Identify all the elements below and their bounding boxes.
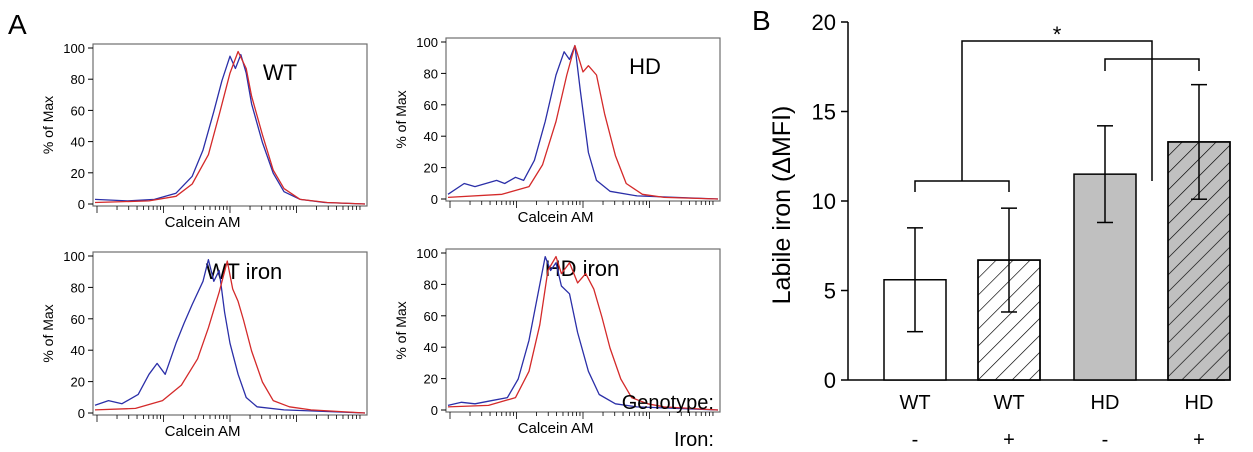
histogram-3: 0 20 40 60 80 100 Calcein AM % of Max WT iron [40, 249, 368, 440]
histogram-y-label: % of Max [40, 304, 56, 362]
y-tick-label: 100 [416, 246, 438, 261]
y-tick-label: 80 [71, 72, 85, 87]
histogram-border [445, 37, 721, 202]
histogram-y-label: % of Max [393, 90, 409, 148]
genotype-label: HD [1185, 392, 1214, 414]
y-tick-label: 60 [424, 309, 438, 324]
histogram-y-label: % of Max [40, 96, 56, 154]
histogram-x-label: Calcein AM [518, 420, 594, 437]
histogram-y-label: % of Max [393, 301, 409, 359]
histogram-blue-trace [94, 53, 366, 205]
histogram-x-label: Calcein AM [518, 209, 594, 226]
histogram-red-trace [447, 44, 719, 200]
histogram-blue-trace [447, 255, 719, 411]
bar-y-tick-label: 10 [812, 189, 836, 214]
bar-y-tick-label: 5 [824, 279, 836, 304]
genotype-label: WT [899, 392, 930, 414]
y-tick-label: 20 [71, 166, 85, 181]
histogram-blue-trace [447, 44, 719, 200]
panel-b-label: B [752, 5, 771, 36]
histogram-red-trace [94, 260, 366, 414]
iron-label: + [1003, 429, 1015, 451]
y-tick-label: 40 [424, 129, 438, 144]
histogram-2: 0 20 40 60 80 100 Calcein AM % of Max HD [393, 35, 721, 226]
histogram-1: 0 20 40 60 80 100 Calcein AM % of Max WT [40, 41, 368, 231]
iron-label: + [1193, 429, 1205, 451]
y-tick-label: 80 [424, 277, 438, 292]
y-tick-label: 80 [71, 280, 85, 295]
y-tick-label: 100 [63, 41, 85, 56]
y-tick-label: 40 [71, 343, 85, 358]
wt-bracket [914, 180, 1010, 192]
bar-chart: Labile iron (ΔMFI) Genotype: Iron: * 0 5 1… [622, 10, 1231, 451]
y-tick-label: 40 [424, 340, 438, 355]
histogram-blue-trace [94, 258, 366, 414]
y-tick-label: 60 [424, 98, 438, 113]
bar-y-tick-label: 0 [824, 368, 836, 393]
bar-y-tick-label: 15 [812, 100, 836, 125]
genotype-label: WT [993, 392, 1024, 414]
y-tick-label: 0 [78, 406, 85, 421]
y-tick-label: 20 [71, 375, 85, 390]
histogram-red-trace [447, 255, 719, 411]
y-tick-label: 80 [424, 66, 438, 81]
significance-marker: * [1053, 22, 1062, 47]
y-tick-label: 20 [424, 161, 438, 176]
y-tick-label: 0 [78, 197, 85, 212]
histogram-x-label: Calcein AM [165, 423, 241, 440]
histogram-label: WT iron [206, 259, 283, 284]
histogram-x-label: Calcein AM [165, 214, 241, 231]
histogram-label: HD [629, 54, 661, 79]
iron-label: - [1102, 429, 1109, 451]
y-tick-label: 60 [71, 312, 85, 327]
histogram-red-trace [94, 50, 366, 205]
y-tick-label: 100 [63, 249, 85, 264]
y-tick-label: 0 [431, 403, 438, 418]
iron-row-label: Iron: [674, 429, 714, 451]
histogram-frame [445, 37, 721, 202]
genotype-row-label: Genotype: [622, 392, 714, 414]
bar-y-tick-label: 20 [812, 10, 836, 35]
y-tick-label: 60 [71, 103, 85, 118]
comparison-bracket [961, 40, 1153, 181]
y-tick-label: 0 [431, 192, 438, 207]
y-tick-label: 20 [424, 372, 438, 387]
y-tick-label: 40 [71, 135, 85, 150]
y-tick-label: 100 [416, 35, 438, 50]
panel-a-label: A [8, 9, 27, 40]
iron-label: - [912, 429, 919, 451]
histogram-border [92, 43, 368, 207]
histogram-frame [92, 43, 368, 207]
histogram-label: WT [263, 60, 297, 85]
bar-chart-y-label: Labile iron (ΔMFI) [768, 106, 796, 305]
genotype-label: HD [1091, 392, 1120, 414]
histogram-panels: 0 20 40 60 80 100 Calcein AM % of Max WT 0 20 40 60 8… [40, 35, 721, 440]
